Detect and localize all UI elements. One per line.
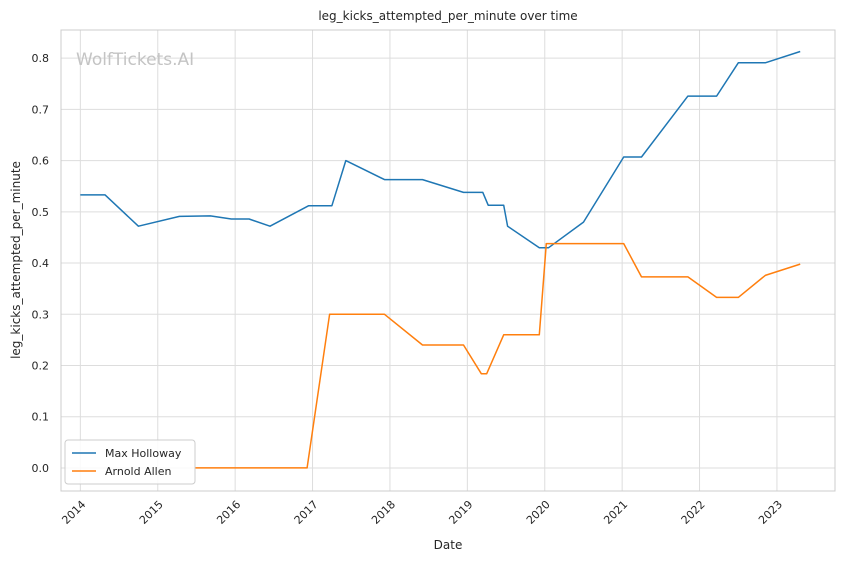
series-line-arnold-allen (194, 242, 801, 469)
chart-title: leg_kicks_attempted_per_minute over time (318, 9, 577, 23)
x-tick-label: 2017 (292, 498, 321, 527)
y-tick-label: 0.1 (32, 411, 50, 424)
watermark: WolfTickets.AI (76, 50, 194, 70)
y-tick-label: 0.5 (32, 206, 50, 219)
x-tick-label: 2020 (524, 498, 553, 527)
x-tick-label: 2018 (369, 498, 398, 527)
y-tick-label: 0.2 (32, 360, 50, 373)
x-tick-label: 2015 (137, 498, 166, 527)
x-tick-label: 2014 (59, 498, 88, 527)
x-gridlines (79, 30, 778, 491)
legend-label-arnold-allen: Arnold Allen (105, 465, 171, 478)
legend: Max Holloway Arnold Allen (64, 439, 196, 485)
y-axis-label: leg_kicks_attempted_per_minute (9, 161, 23, 359)
y-tick-label: 0.8 (32, 52, 50, 65)
x-tick-labels: 2014 2015 2016 2017 2018 2019 2020 2021 2022 2023 (59, 498, 785, 527)
y-tick-label: 0.3 (32, 308, 50, 321)
legend-label-max-holloway: Max Holloway (105, 447, 182, 460)
x-tick-label: 2021 (601, 498, 630, 527)
plot-frame (60, 29, 836, 492)
y-tick-label: 0.7 (32, 103, 50, 116)
x-tick-label: 2022 (679, 498, 708, 527)
y-tick-label: 0.4 (32, 257, 50, 270)
x-axis-label: Date (434, 538, 463, 552)
legend-box (64, 439, 196, 485)
x-tick-label: 2023 (756, 498, 785, 527)
y-tick-label: 0.0 (32, 462, 50, 475)
x-tick-label: 2016 (214, 498, 243, 527)
x-tick-label: 2019 (446, 498, 475, 527)
series-line-max-holloway (80, 50, 801, 249)
y-tick-label: 0.6 (32, 155, 50, 168)
y-tick-labels: 0.0 0.1 0.2 0.3 0.4 0.5 0.6 0.7 0.8 (32, 52, 50, 475)
series-lines (80, 50, 801, 469)
plot-background (61, 30, 835, 491)
